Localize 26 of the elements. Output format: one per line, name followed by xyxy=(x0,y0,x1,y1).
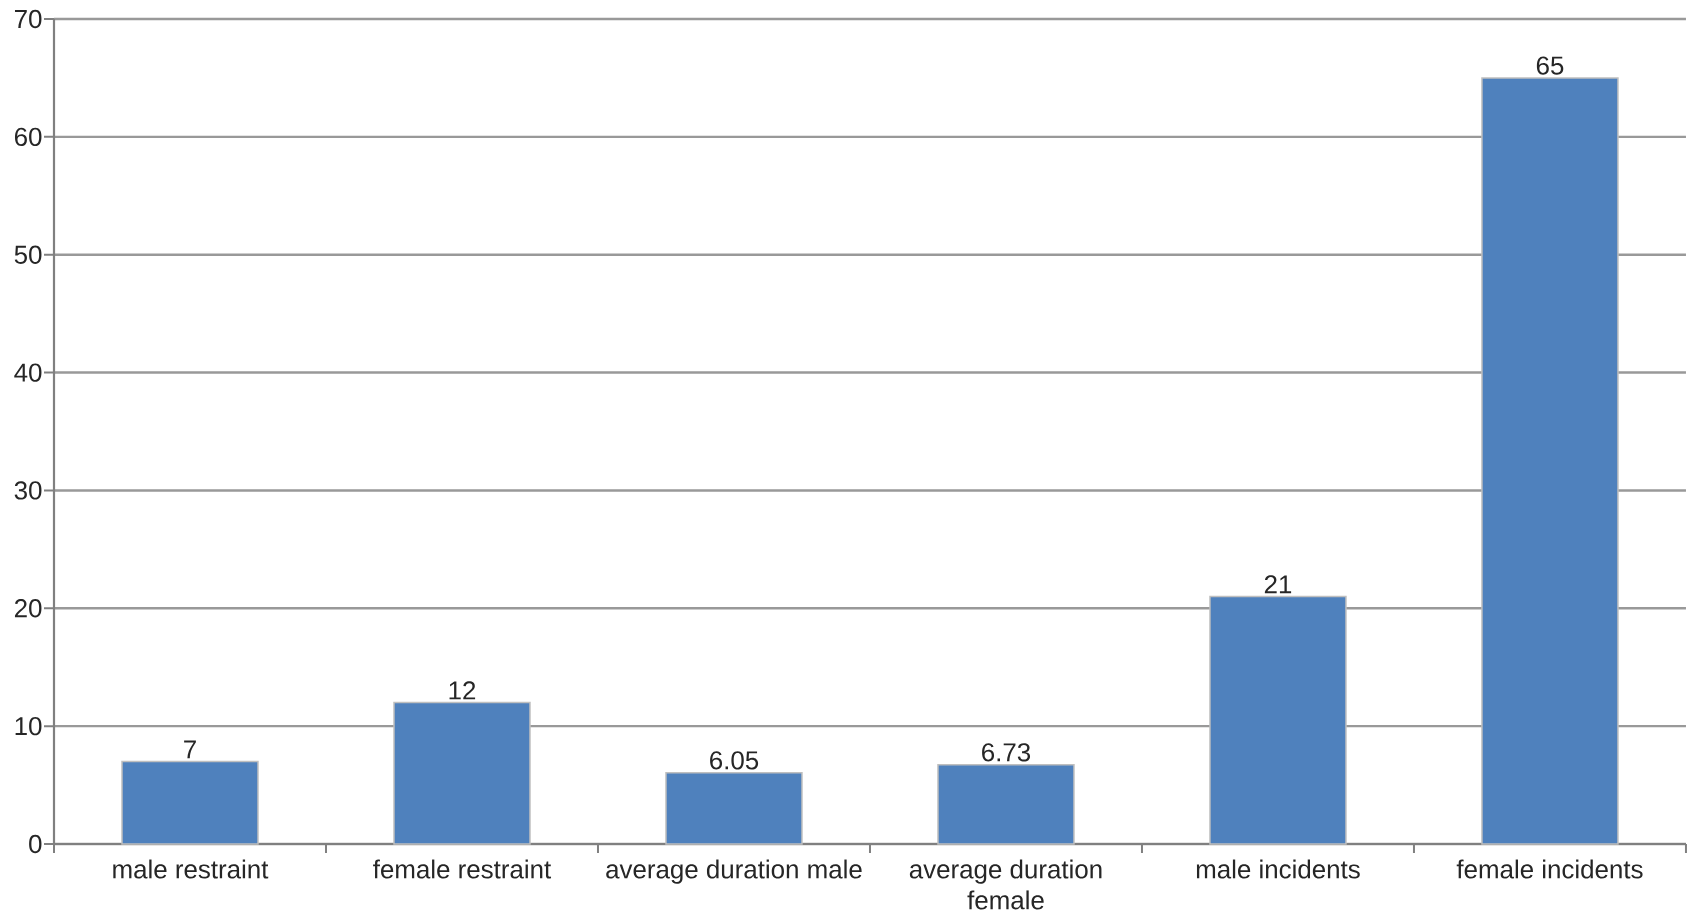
bar xyxy=(937,763,1075,845)
y-tick-label: 70 xyxy=(15,9,42,29)
data-label: 12 xyxy=(449,681,476,700)
data-label: 7 xyxy=(184,740,196,759)
y-tick-label: 50 xyxy=(14,245,42,264)
bar xyxy=(665,771,803,845)
x-tick-label: female incidents xyxy=(1456,859,1643,879)
data-label: 6.05 xyxy=(710,751,759,770)
data-label: 65 xyxy=(1536,56,1564,75)
data-label: 6.73 xyxy=(982,743,1031,762)
bar xyxy=(1481,77,1619,845)
x-tick-label: average duration female xyxy=(909,859,1102,910)
y-tick-label: 0 xyxy=(29,834,42,854)
y-tick-label: 10 xyxy=(15,716,42,736)
x-tick-label: male incidents xyxy=(1196,859,1360,879)
y-tick-label: 60 xyxy=(14,127,42,147)
y-tick-label: 30 xyxy=(14,481,42,500)
y-tick-label: 20 xyxy=(14,599,42,618)
bar xyxy=(393,701,531,845)
x-tick-label: average duration male xyxy=(606,859,862,884)
bar xyxy=(121,760,259,845)
x-tick-label: female restraint xyxy=(373,859,552,879)
data-label: 21 xyxy=(1264,575,1292,594)
y-tick-label: 40 xyxy=(14,363,42,382)
bar xyxy=(1209,595,1347,845)
x-tick-label: male restraint xyxy=(113,859,269,879)
